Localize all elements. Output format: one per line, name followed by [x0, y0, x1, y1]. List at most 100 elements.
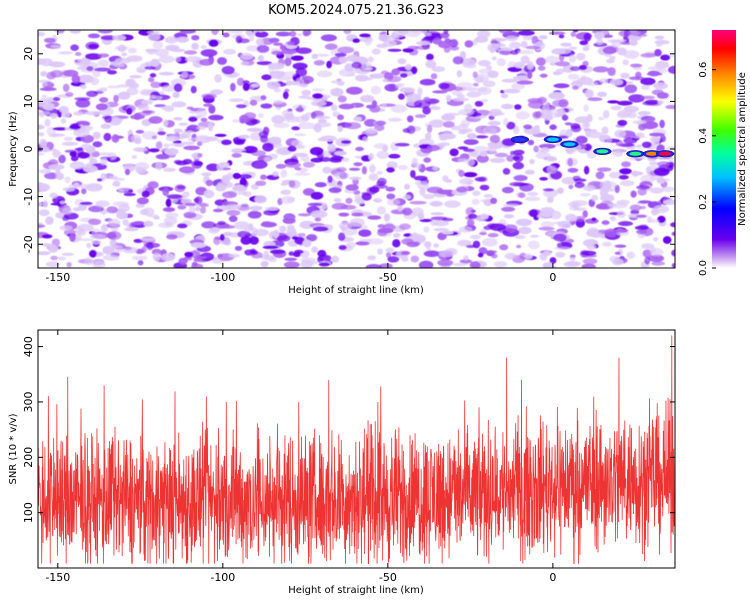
noise-speckle: [671, 249, 675, 257]
noise-speckle: [439, 142, 451, 147]
noise-speckle: [285, 162, 301, 168]
noise-speckle: [416, 41, 431, 46]
noise-speckle: [574, 116, 591, 124]
noise-speckle: [87, 33, 101, 39]
spectrogram-noise: [38, 30, 675, 268]
noise-speckle: [361, 192, 372, 201]
noise-speckle: [494, 43, 506, 48]
noise-speckle: [513, 125, 520, 135]
noise-speckle: [402, 48, 415, 53]
noise-speckle: [99, 87, 108, 92]
y-tick-label: 10: [22, 94, 35, 108]
noise-speckle: [318, 262, 330, 267]
noise-speckle: [491, 56, 497, 61]
noise-speckle: [417, 212, 425, 220]
noise-speckle: [61, 110, 71, 118]
noise-speckle: [636, 144, 642, 149]
noise-speckle: [131, 255, 148, 261]
noise-speckle: [285, 80, 293, 86]
noise-speckle: [458, 123, 469, 129]
noise-speckle: [501, 206, 516, 212]
noise-speckle: [515, 74, 530, 82]
noise-speckle: [423, 96, 431, 102]
noise-speckle: [307, 202, 323, 207]
noise-speckle: [42, 81, 48, 87]
noise-speckle: [201, 172, 212, 176]
noise-speckle: [617, 119, 628, 126]
noise-speckle: [385, 247, 395, 253]
noise-speckle: [471, 198, 480, 205]
noise-speckle: [196, 126, 206, 130]
noise-speckle: [413, 99, 431, 109]
noise-speckle: [474, 100, 484, 107]
noise-speckle: [47, 244, 59, 253]
noise-speckle: [602, 109, 610, 119]
noise-speckle: [278, 225, 287, 233]
noise-speckle: [305, 260, 319, 265]
noise-speckle: [154, 104, 167, 108]
noise-speckle: [584, 122, 590, 129]
noise-speckle: [501, 103, 514, 110]
noise-speckle: [617, 100, 633, 106]
noise-speckle: [370, 85, 381, 95]
noise-speckle: [433, 227, 449, 232]
noise-speckle: [574, 216, 586, 222]
noise-speckle: [48, 61, 66, 68]
noise-speckle: [582, 258, 598, 265]
noise-speckle: [590, 231, 603, 239]
noise-speckle: [73, 111, 84, 116]
noise-speckle: [458, 108, 474, 116]
noise-speckle: [423, 157, 432, 163]
noise-speckle: [419, 78, 436, 86]
noise-speckle: [520, 40, 528, 49]
noise-speckle: [377, 248, 383, 255]
noise-speckle: [93, 67, 111, 72]
noise-speckle: [381, 103, 387, 109]
noise-speckle: [287, 224, 295, 230]
signal-trace-point: [513, 137, 526, 142]
noise-speckle: [208, 122, 214, 132]
noise-speckle: [173, 128, 184, 133]
noise-speckle: [556, 242, 562, 248]
noise-speckle: [211, 30, 219, 36]
noise-speckle: [232, 184, 248, 192]
noise-speckle: [62, 83, 70, 92]
noise-speckle: [65, 92, 74, 97]
noise-speckle: [204, 136, 219, 142]
noise-speckle: [155, 141, 163, 150]
x-tick-label: 0: [549, 271, 556, 284]
noise-speckle: [187, 138, 196, 142]
noise-speckle: [386, 75, 402, 83]
noise-speckle: [640, 77, 656, 86]
noise-speckle: [227, 74, 238, 78]
noise-speckle: [267, 81, 281, 90]
noise-speckle: [441, 230, 454, 235]
noise-speckle: [353, 162, 363, 167]
signal-trace-point: [546, 137, 559, 142]
noise-speckle: [619, 168, 632, 175]
noise-speckle: [122, 219, 129, 226]
noise-speckle: [80, 184, 90, 189]
noise-speckle: [376, 43, 389, 49]
noise-speckle: [401, 238, 414, 245]
noise-speckle: [517, 30, 535, 36]
noise-speckle: [251, 227, 258, 237]
noise-speckle: [201, 221, 216, 229]
noise-speckle: [554, 61, 571, 67]
x-tick-label: 0: [549, 571, 556, 584]
noise-speckle: [575, 135, 588, 144]
noise-speckle: [501, 78, 518, 83]
noise-speckle: [477, 86, 492, 95]
noise-speckle: [191, 35, 200, 41]
noise-speckle: [433, 243, 440, 248]
noise-speckle: [630, 63, 643, 68]
noise-speckle: [42, 200, 49, 208]
noise-speckle: [78, 203, 87, 212]
noise-speckle: [537, 65, 546, 71]
noise-speckle: [280, 189, 292, 195]
noise-speckle: [39, 87, 57, 92]
noise-speckle: [191, 160, 203, 169]
noise-speckle: [509, 41, 522, 49]
noise-speckle: [106, 206, 118, 214]
noise-speckle: [582, 210, 588, 218]
